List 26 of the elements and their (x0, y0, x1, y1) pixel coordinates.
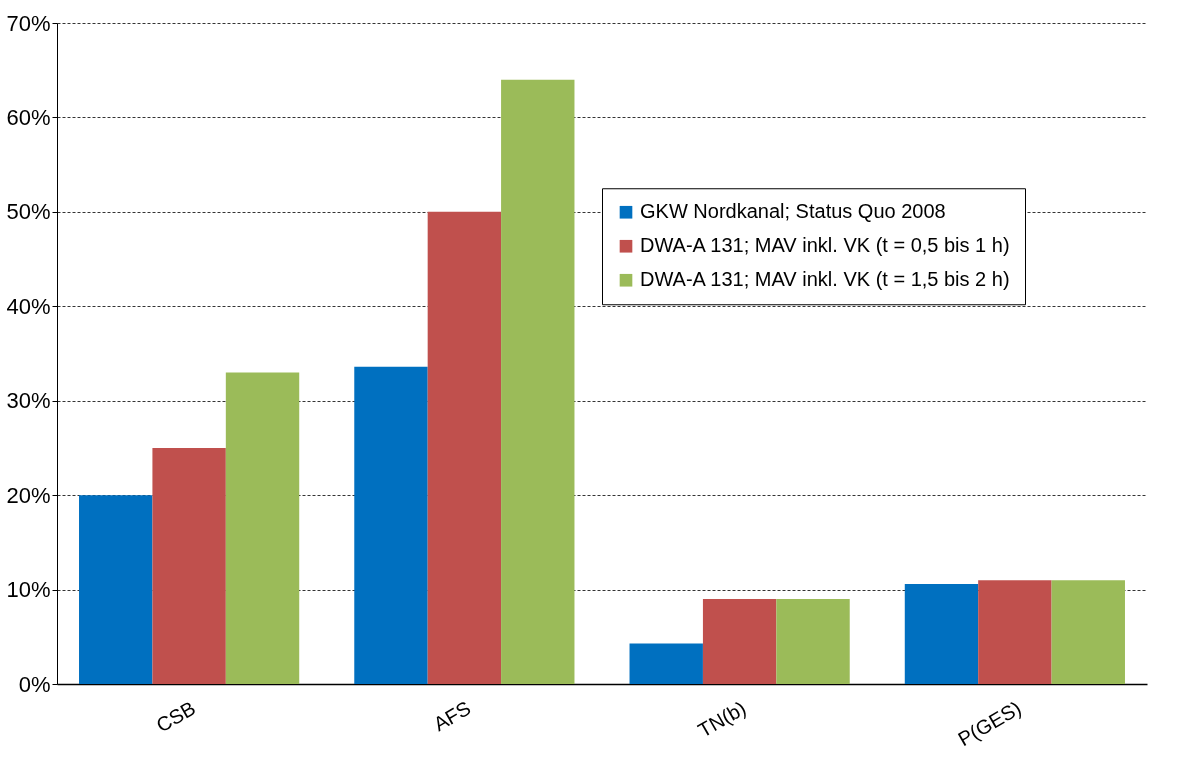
bar (978, 580, 1052, 684)
bar (629, 643, 703, 684)
x-tick-label: TN(b) (694, 696, 750, 742)
legend-label: DWA-A 131; MAV inkl. VK (t = 1,5 bis 2 h) (640, 268, 1010, 291)
y-tick-label: 40% (6, 293, 51, 319)
x-tick-label: AFS (429, 696, 475, 736)
x-tick-label: CSB (152, 696, 200, 737)
y-tick-label: 30% (6, 388, 51, 414)
bar (225, 372, 300, 684)
bar (1051, 580, 1125, 684)
bar (427, 211, 502, 684)
y-tick-label: 60% (6, 104, 51, 130)
legend-label: GKW Nordkanal; Status Quo 2008 (640, 200, 946, 223)
bar (904, 583, 979, 684)
bar (702, 599, 777, 684)
y-tick-label: 50% (6, 199, 51, 225)
bar (776, 599, 850, 684)
legend-label: DWA-A 131; MAV inkl. VK (t = 0,5 bis 1 h) (640, 234, 1010, 257)
bar (79, 495, 153, 684)
y-tick-label: 10% (6, 577, 51, 603)
y-tick-label: 70% (6, 10, 51, 36)
y-tick-label: 20% (6, 482, 51, 508)
y-tick-label: 0% (18, 671, 51, 697)
bar (501, 79, 575, 684)
bar (354, 366, 428, 684)
bar (152, 447, 226, 684)
